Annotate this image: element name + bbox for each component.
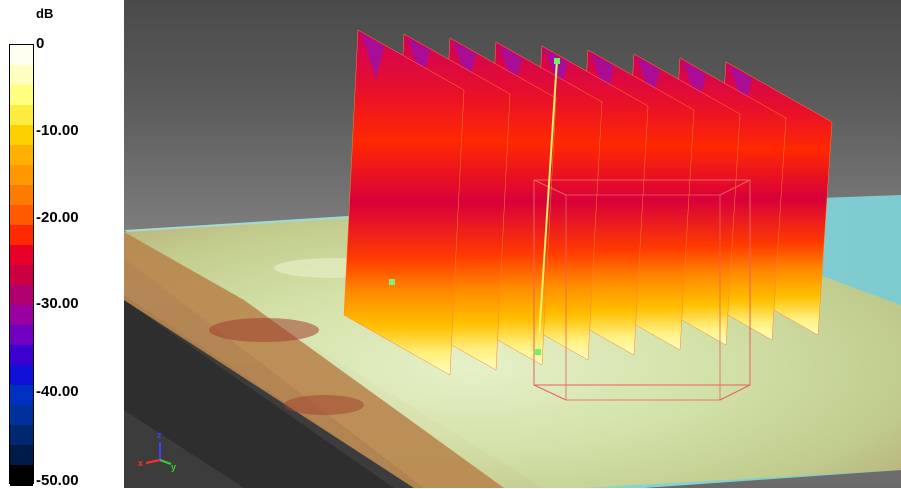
colorbar-tick-label: 0 xyxy=(36,35,45,52)
colorbar-segment xyxy=(10,45,33,66)
scene-canvas[interactable]: z x y xyxy=(124,0,901,488)
colorbar-segment xyxy=(10,405,33,426)
colorbar-segment xyxy=(10,65,33,86)
colorbar-tick-label: -10.00 xyxy=(36,122,79,139)
colorbar-segment xyxy=(10,85,33,106)
colorbar xyxy=(9,44,34,486)
bounding-box xyxy=(533,179,751,401)
colorbar-segment xyxy=(10,165,33,186)
colorbar-segment xyxy=(10,125,33,146)
axis-x-label: x xyxy=(138,458,143,468)
ground-edge xyxy=(124,300,394,488)
3d-viewport[interactable]: z x y xyxy=(124,0,901,488)
hotspot-2 xyxy=(284,395,364,415)
probe-line[interactable] xyxy=(537,59,558,356)
field-sheets xyxy=(343,29,833,376)
axis-z-label: z xyxy=(157,430,162,440)
axis-triad: z x y xyxy=(138,430,176,472)
colorbar-segment xyxy=(10,225,33,246)
colorbar-segment xyxy=(10,345,33,366)
probe-handle-bottom[interactable] xyxy=(535,349,541,355)
colorbar-segment xyxy=(10,205,33,226)
legend-unit-label: dB xyxy=(36,6,54,21)
probe-handle-top[interactable] xyxy=(554,58,560,64)
colorbar-segment xyxy=(10,265,33,286)
colorbar-segment xyxy=(10,385,33,406)
probe-marker[interactable] xyxy=(389,279,395,285)
colorbar-segment xyxy=(10,365,33,386)
colorbar-tick-label: -40.00 xyxy=(36,383,79,400)
field-sheet-hotspot xyxy=(362,34,384,80)
colorbar-segment xyxy=(10,305,33,326)
colorbar-tick-label: -20.00 xyxy=(36,209,79,226)
colorbar-segment xyxy=(10,145,33,166)
colorbar-tick-label: -30.00 xyxy=(36,295,79,312)
colorbar-tick-label: -50.00 xyxy=(36,472,79,489)
field-sheet xyxy=(343,29,465,376)
colorbar-segment xyxy=(10,465,33,486)
colorbar-segment xyxy=(10,425,33,446)
colorbar-segment xyxy=(10,445,33,466)
colorbar-segment xyxy=(10,245,33,266)
colorbar-segment xyxy=(10,105,33,126)
colorbar-legend: dB 0 -10.00 -20.00 -30.00 -40.00 -50.00 xyxy=(0,0,124,488)
colorbar-segment xyxy=(10,185,33,206)
field-plane-edge xyxy=(124,232,504,488)
colorbar-segment xyxy=(10,325,33,346)
hotspot-1 xyxy=(209,318,319,342)
colorbar-segment xyxy=(10,285,33,306)
axis-y-label: y xyxy=(171,462,176,472)
